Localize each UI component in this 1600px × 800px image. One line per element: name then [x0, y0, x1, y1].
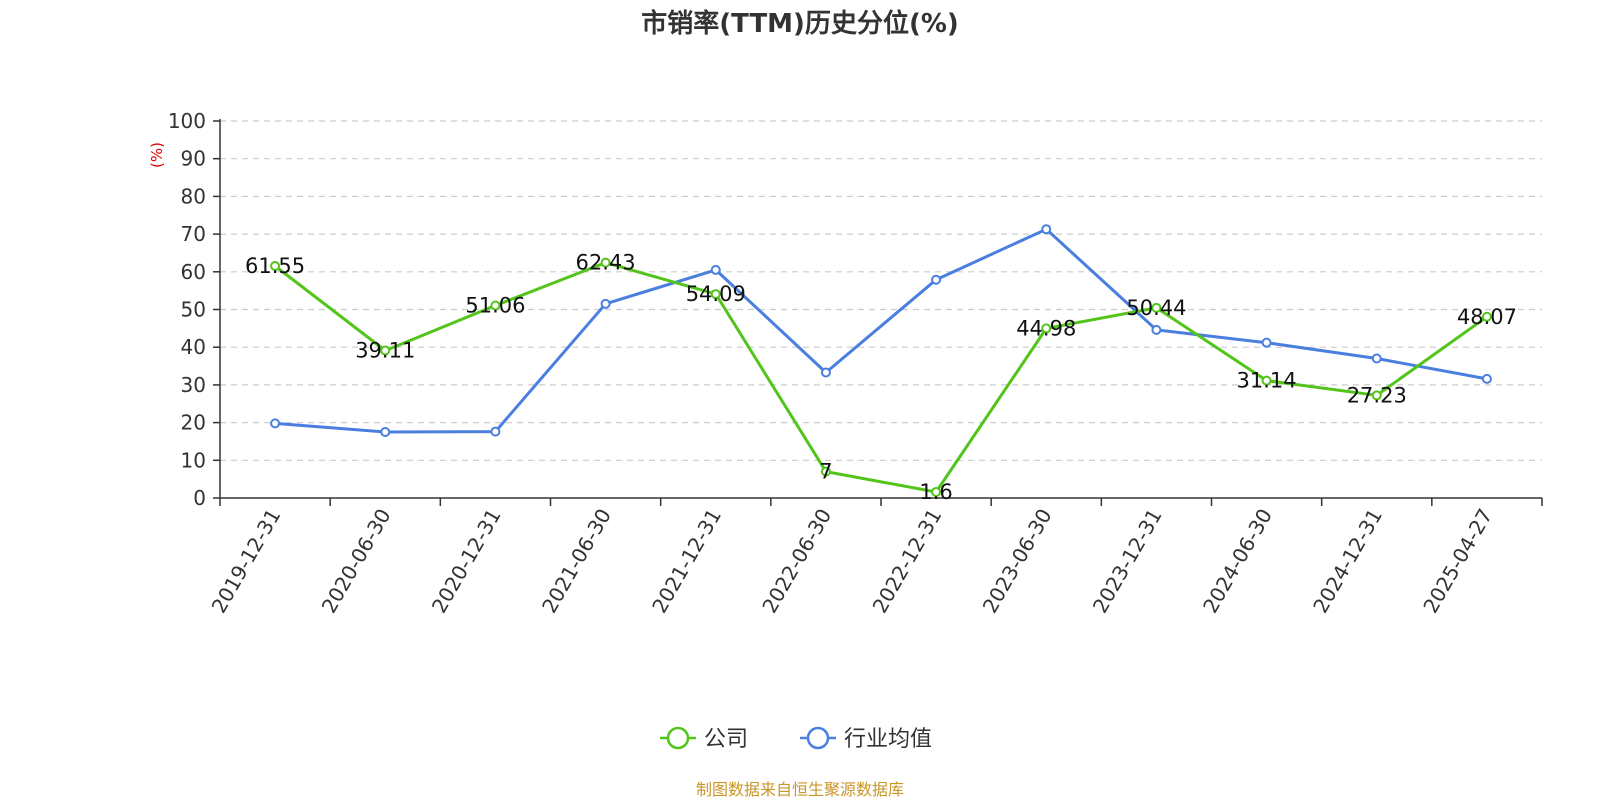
x-tick-label: 2021-06-30: [537, 505, 616, 618]
data-point: [380, 345, 391, 356]
y-tick-label: 70: [181, 222, 206, 246]
grid-lines: [220, 120, 1542, 461]
data-label: 51.06: [465, 294, 525, 318]
data-label: 44.98: [1016, 316, 1076, 340]
x-tick-label: 2019-12-31: [207, 505, 286, 618]
data-point: [600, 257, 611, 268]
legend: 公司 行业均值: [660, 726, 932, 752]
y-tick-label: 100: [168, 109, 206, 133]
x-tick-label: 2023-06-30: [978, 505, 1057, 618]
series: [270, 224, 1492, 497]
data-point: [1151, 324, 1162, 335]
data-source: 制图数据来自恒生聚源数据库: [696, 780, 904, 799]
data-point: [820, 367, 831, 378]
x-tick-label: 2022-06-30: [757, 505, 836, 618]
data-point: [270, 260, 281, 271]
data-label: 62.43: [576, 251, 636, 275]
data-point: [931, 274, 942, 285]
data-label: 61.55: [245, 254, 305, 278]
data-point: [820, 466, 831, 477]
chart-title: 市销率(TTM)历史分位(%): [641, 8, 959, 39]
legend-label: 行业均值: [844, 727, 932, 752]
data-point: [710, 289, 721, 300]
data-label: 31.14: [1237, 369, 1297, 393]
data-point: [600, 298, 611, 309]
data-point: [1371, 390, 1382, 401]
data-label: 54.09: [686, 282, 746, 306]
series-line: [274, 261, 1488, 494]
legend-marker: [666, 726, 690, 750]
y-tick-label: 40: [181, 335, 206, 359]
data-point: [1261, 337, 1272, 348]
y-tick-label: 30: [181, 373, 206, 397]
data-point: [1481, 311, 1492, 322]
y-tick-label: 0: [193, 486, 206, 510]
y-tick-label: 80: [181, 184, 206, 208]
data-point: [1371, 353, 1382, 364]
data-label: 1.6: [919, 480, 952, 504]
data-point: [1151, 302, 1162, 313]
x-tick-label: 2020-12-31: [427, 505, 506, 618]
y-tick-label: 10: [181, 448, 206, 472]
x-tick-label: 2025-04-27: [1418, 505, 1497, 618]
data-point: [1481, 373, 1492, 384]
y-axis-unit: (%): [148, 142, 166, 168]
axes: 0 10 20 30 40 50 60 70 80 90 100 2019-12-31 2020-06-…: [168, 109, 1543, 618]
legend-marker: [806, 726, 830, 750]
data-point: [380, 427, 391, 438]
y-tick-label: 50: [181, 298, 206, 322]
data-label: 50.44: [1126, 296, 1186, 320]
y-tick-label: 60: [181, 260, 206, 284]
data-label: 48.07: [1457, 305, 1517, 329]
x-tick-label: 2022-12-31: [868, 505, 947, 618]
x-tick-label: 2024-12-31: [1308, 505, 1387, 618]
data-point: [490, 300, 501, 311]
x-tick-label: 2020-06-30: [317, 505, 396, 618]
x-tick-label: 2023-12-31: [1088, 505, 1167, 618]
data-point: [490, 426, 501, 437]
data-point: [1261, 375, 1272, 386]
data-point: [1041, 323, 1052, 334]
y-tick-label: 90: [181, 147, 206, 171]
data-label: 27.23: [1347, 383, 1407, 407]
data-point: [931, 486, 942, 497]
x-tick-label: 2021-12-31: [647, 505, 726, 618]
data-point: [270, 418, 281, 429]
legend-label: 公司: [704, 727, 748, 752]
data-label: 39.11: [355, 339, 415, 363]
data-label: 7: [819, 460, 832, 484]
x-tick-label: 2024-06-30: [1198, 505, 1277, 618]
y-tick-label: 20: [181, 411, 206, 435]
series-line: [274, 227, 1488, 434]
data-labels: 61.55 39.11 51.06 62.43 54.09 7 1.6 44.98 50.44 3…: [245, 251, 1517, 504]
data-point: [710, 264, 721, 275]
data-point: [1041, 224, 1052, 235]
